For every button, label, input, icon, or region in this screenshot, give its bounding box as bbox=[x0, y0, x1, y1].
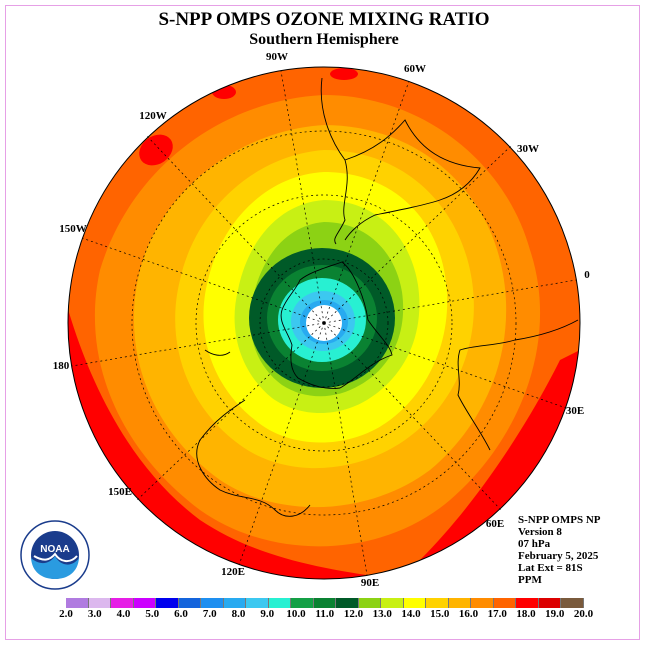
colorbar-tick-label: 14.0 bbox=[401, 608, 421, 620]
colorbar-tick-label: 12.0 bbox=[343, 608, 364, 620]
lon-label-30e: 30E bbox=[566, 405, 584, 417]
lon-label-120e: 120E bbox=[221, 566, 245, 578]
colorbar-tick-label: 20.0 bbox=[573, 608, 594, 620]
field-hot-ne bbox=[330, 68, 358, 80]
colorbar-tick-label: 13.0 bbox=[372, 608, 392, 620]
lon-label-60w: 60W bbox=[404, 63, 426, 75]
colorbar-ticks: 2.0 3.0 4.0 5.0 6.0 7.0 8.0 9.0 10.0 11.0 12.0 13.0… bbox=[0, 608, 648, 622]
colorbar-swatch bbox=[313, 598, 336, 608]
noaa-logo-text: NOAA bbox=[40, 544, 69, 555]
colorbar-swatch bbox=[426, 598, 449, 608]
field-hot-nw bbox=[139, 134, 173, 166]
colorbar-swatch bbox=[381, 598, 404, 608]
longitude-labels: 90W 60W 30W 0 30E 60E 90E 120E 150E 180 … bbox=[53, 51, 591, 589]
map-title: S-NPP OMPS OZONE MIXING RATIO bbox=[158, 9, 490, 30]
colorbar-swatch bbox=[268, 598, 291, 608]
lon-label-150w: 150W bbox=[59, 223, 87, 235]
colorbar-tick-label: 4.0 bbox=[116, 608, 131, 620]
lon-label-90w: 90W bbox=[266, 51, 288, 63]
colorbar-swatch bbox=[156, 598, 179, 608]
info-line-pressure: 07 hPa bbox=[518, 538, 551, 550]
colorbar-swatch bbox=[178, 598, 201, 608]
colorbar-swatch bbox=[403, 598, 426, 608]
plot-frame bbox=[5, 5, 640, 640]
noaa-logo: NOAA bbox=[20, 520, 90, 590]
coast-africa bbox=[457, 319, 579, 451]
colorbar-tick-label: 6.0 bbox=[174, 608, 188, 620]
lon-label-180: 180 bbox=[53, 360, 70, 372]
info-line-lat-ext: Lat Ext = 81S bbox=[518, 562, 583, 574]
colorbar-tick-label: 8.0 bbox=[231, 608, 246, 620]
colorbar-tick-label: 11.0 bbox=[315, 608, 335, 620]
colorbar-swatch bbox=[88, 598, 111, 608]
colorbar-tick-label: 18.0 bbox=[516, 608, 536, 620]
colorbar-tick-label: 17.0 bbox=[487, 608, 507, 620]
lon-label-60e: 60E bbox=[486, 518, 504, 530]
colorbar-swatch bbox=[493, 598, 516, 608]
colorbar-tick-label: 2.0 bbox=[59, 608, 73, 620]
coast-antarctica bbox=[280, 261, 393, 389]
lon-label-90e: 90E bbox=[361, 577, 379, 589]
colorbar-swatch bbox=[111, 598, 134, 608]
colorbar-swatch bbox=[133, 598, 156, 608]
info-panel: S-NPP OMPS NP Version 8 07 hPa February … bbox=[518, 514, 601, 586]
coast-australia bbox=[196, 399, 311, 517]
info-line-version: Version 8 bbox=[518, 526, 562, 538]
coast-south-america bbox=[320, 77, 481, 245]
colorbar-swatch bbox=[538, 598, 561, 608]
colorbar-swatch bbox=[246, 598, 269, 608]
south-pole-mark bbox=[322, 321, 326, 325]
colorbar-tick-label: 9.0 bbox=[260, 608, 275, 620]
colorbar-swatch bbox=[358, 598, 381, 608]
map-subtitle: Southern Hemisphere bbox=[249, 31, 399, 48]
colorbar-tick-label: 16.0 bbox=[458, 608, 479, 620]
colorbar-tick-label: 19.0 bbox=[545, 608, 565, 620]
colorbar-tick-label: 15.0 bbox=[430, 608, 450, 620]
lon-label-120w: 120W bbox=[139, 110, 167, 122]
colorbar-tick-label: 5.0 bbox=[145, 608, 160, 620]
colorbar-swatch bbox=[201, 598, 224, 608]
colorbar-tick-label: 10.0 bbox=[286, 608, 306, 620]
coastlines bbox=[196, 77, 579, 517]
colorbar-swatch bbox=[516, 598, 539, 608]
colorbar-swatch bbox=[561, 598, 584, 608]
colorbar-tick-label: 3.0 bbox=[87, 608, 102, 620]
lon-label-30w: 30W bbox=[517, 143, 539, 155]
colorbar bbox=[66, 598, 584, 608]
map-border bbox=[67, 66, 581, 580]
colorbar-swatch bbox=[448, 598, 471, 608]
lon-label-0: 0 bbox=[584, 269, 590, 281]
colorbar-swatch bbox=[336, 598, 359, 608]
colorbar-swatch bbox=[291, 598, 314, 608]
colorbar-tick-label: 7.0 bbox=[202, 608, 217, 620]
info-line-instrument: S-NPP OMPS NP bbox=[518, 514, 601, 526]
coast-nz bbox=[204, 349, 231, 356]
lon-label-150e: 150E bbox=[108, 486, 132, 498]
colorbar-swatch bbox=[66, 598, 89, 608]
info-line-date: February 5, 2025 bbox=[518, 550, 599, 562]
parallels bbox=[131, 130, 517, 516]
colorbar-swatch bbox=[223, 598, 246, 608]
info-line-units: PPM bbox=[518, 574, 542, 586]
colorbar-swatch bbox=[471, 598, 494, 608]
